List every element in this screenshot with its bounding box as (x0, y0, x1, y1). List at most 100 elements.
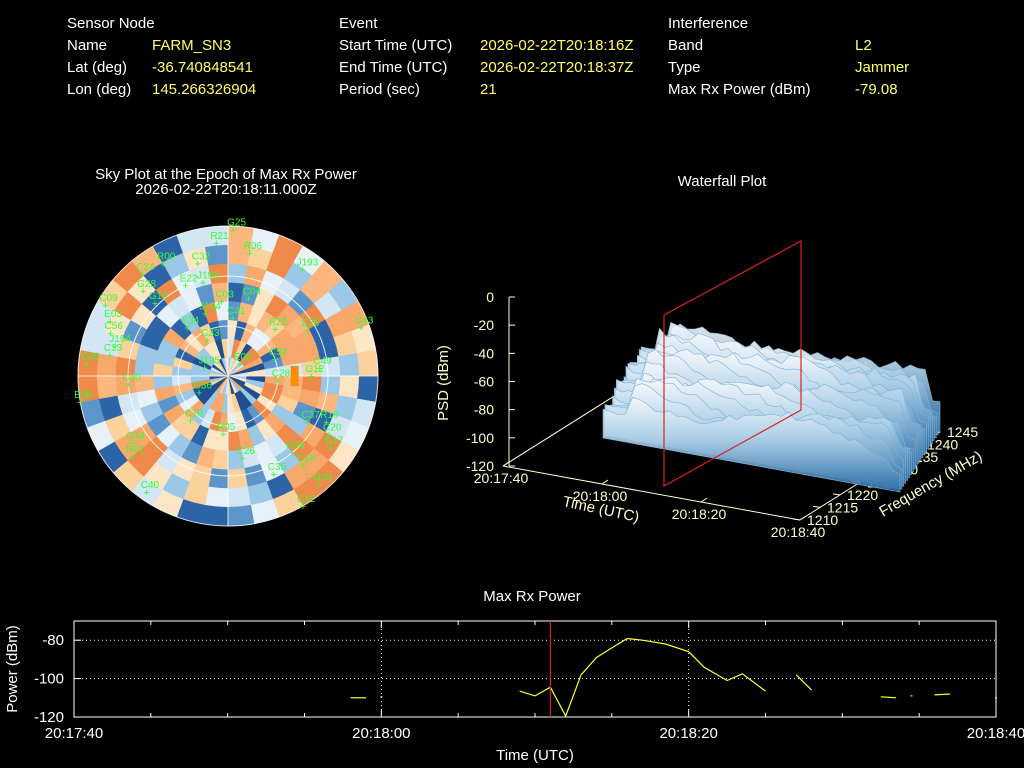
wf-freq-tick-label: 1220 (847, 487, 878, 503)
satellite-label: C52 (269, 347, 288, 358)
satellite-label: G12 (305, 364, 324, 375)
satellite-marker: + (245, 294, 251, 306)
skyplot-cell (356, 375, 378, 403)
event-period-value: 21 (480, 81, 497, 98)
satellite-label: J195 (199, 355, 221, 366)
satellite-c35: +C35 (268, 462, 287, 481)
satellite-marker: + (125, 380, 131, 392)
satellite-label: R21 (210, 231, 229, 242)
satellite-label: C18 (297, 453, 316, 464)
skyplot-subtitle: 2026-02-22T20:18:11.000Z (135, 181, 317, 198)
satellite-label: C49 (313, 356, 332, 367)
satellite-marker: + (358, 323, 364, 335)
sensor-name-value: FARM_SN3 (152, 37, 232, 54)
satellite-c09: +C09 (99, 293, 118, 312)
satellite-label: E22 (180, 273, 198, 284)
wf-z-tick-label: -120 (466, 458, 494, 474)
satellite-marker: + (202, 308, 208, 320)
event-end-label: End Time (UTC) (339, 59, 448, 76)
wf-surface (602, 321, 941, 493)
satellite-label: E03 (104, 309, 122, 320)
satellite-e34: +E34 (181, 315, 199, 334)
skyplot-source-marker (290, 366, 299, 386)
sensor-node-title: Sensor Node (67, 15, 155, 32)
satellite-label: J193 (297, 258, 319, 269)
wf-freq-tick (832, 493, 841, 496)
satellite-marker: + (184, 322, 190, 334)
satellite-label: G25 (227, 217, 246, 228)
satellite-label: C32 (192, 251, 211, 262)
satellite-c03: +C03 (215, 289, 234, 308)
satellite-c56: +C56 (105, 321, 124, 340)
satellite-c30: +C30 (122, 373, 141, 392)
satellite-marker: + (246, 248, 252, 260)
wf-time-tick (700, 497, 708, 503)
satellite-label: C03 (215, 289, 234, 300)
satellite-marker: + (160, 258, 166, 270)
satellite-label: G17 (324, 436, 343, 447)
satellite-c34: +C34 (126, 431, 145, 450)
satellite-c18: +C18 (297, 453, 316, 472)
satellite-label: G10 (149, 291, 168, 302)
waterfall-title: Waterfall Plot (677, 173, 767, 190)
satellite-label: C24 (136, 262, 155, 273)
satellite-marker: + (84, 359, 90, 371)
pw-series-line (934, 693, 950, 696)
skyplot-cell (227, 486, 252, 508)
satellite-label: C35 (268, 462, 287, 473)
satellite-label: R19 (320, 410, 339, 421)
skyplot-cell (356, 349, 378, 377)
satellite-label: C56 (105, 321, 124, 332)
wf-z-tick-label: -80 (474, 402, 494, 418)
satellite-e03: +E03 (104, 309, 122, 328)
satellite-marker: + (237, 359, 243, 371)
satellite-marker: + (77, 397, 83, 409)
satellite-e22: +E22 (180, 273, 198, 292)
event-start-value: 2026-02-22T20:18:16Z (480, 37, 634, 54)
satellite-label: G28 (137, 279, 156, 290)
satellite-marker: + (230, 313, 236, 325)
satellite-label: J194 (109, 334, 131, 345)
satellite-marker: + (272, 324, 278, 336)
satellite-marker: + (102, 300, 108, 312)
wf-freq-tick-label: 1210 (807, 512, 838, 528)
satellite-label: G36 (193, 381, 212, 392)
satellite-marker: + (323, 417, 329, 429)
satellite-label: C26 (236, 446, 255, 457)
satellite-label: C41 (227, 306, 246, 317)
satellite-e02: +E02 (234, 352, 252, 371)
skyplot: +G25+R21+R00+C32 +R06+C24+E22 +J196 +J193+G… (74, 217, 379, 527)
wf-freq-tick-label: 1240 (927, 437, 958, 453)
satellite-marker: + (304, 325, 310, 337)
satellite-marker: + (327, 443, 333, 455)
satellite-marker: + (201, 362, 207, 374)
satellite-g36: +G36 (193, 381, 212, 400)
satellite-label: R06 (244, 241, 263, 252)
satellite-j196: +J196 (197, 271, 219, 290)
satellite-r04: +R04 (286, 441, 305, 460)
skyplot-title: Sky Plot at the Epoch of Max Rx Power (95, 166, 357, 183)
sensor-lon-value: 145.266326904 (152, 81, 257, 98)
satellite-label: C43 (355, 316, 374, 327)
satellite-c33: +C33 (201, 328, 220, 347)
satellite-r21: +R21 (210, 231, 229, 250)
wf-z-tick-label: -20 (474, 317, 494, 333)
satellite-g28: +G28 (137, 279, 156, 298)
satellite-c19: +C19 (185, 409, 204, 428)
satellite-marker: + (218, 296, 224, 308)
satellite-marker: + (272, 354, 278, 366)
satellite-g12: +G12 (305, 364, 324, 383)
satellite-label: C13 (104, 343, 123, 354)
satellite-marker: + (220, 429, 226, 441)
satellite-c24: +C24 (136, 262, 155, 281)
satellite-marker: + (316, 480, 322, 492)
satellite-label: G05 (313, 473, 332, 484)
satellite-c32: +C32 (192, 251, 211, 270)
wf-freq-tick-label: 1245 (947, 424, 978, 440)
satellite-label: C30 (122, 373, 141, 384)
satellite-label: E25 (301, 318, 319, 329)
wf-time-tick (799, 515, 807, 521)
satellite-r00: +R00 (157, 251, 176, 270)
wf-z-label: PSD (dBm) (435, 345, 452, 421)
